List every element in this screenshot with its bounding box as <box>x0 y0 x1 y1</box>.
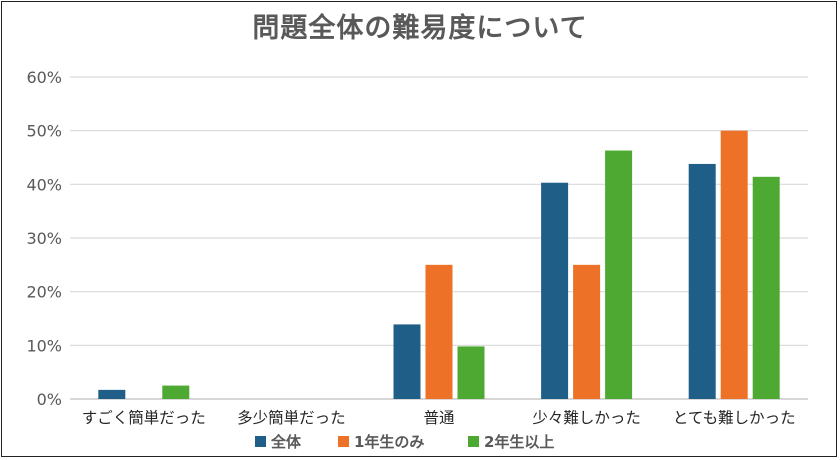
y-tick-label: 0% <box>37 390 62 409</box>
y-tick-label: 40% <box>26 175 62 194</box>
legend-label: 1年生のみ <box>354 433 424 451</box>
x-tick-label: とても難しかった <box>673 409 796 427</box>
legend: 全体 1年生のみ 2年生以上 <box>255 433 554 451</box>
bar-全体 <box>393 324 421 399</box>
bar-2年生以上 <box>162 385 190 399</box>
bar-2年生以上 <box>752 176 780 399</box>
x-axis-ticks: すごく簡単だった 多少簡単だった 普通 少々難しかった とても難しかった <box>82 409 796 427</box>
bar-1年生のみ <box>573 264 601 399</box>
legend-label: 2年生以上 <box>484 433 554 451</box>
bar-2年生以上 <box>457 346 485 399</box>
y-tick-label: 60% <box>26 68 62 87</box>
bar-全体 <box>541 182 569 399</box>
legend-swatch <box>338 436 349 447</box>
bar-1年生のみ <box>720 130 748 399</box>
bar-2年生以上 <box>605 150 633 399</box>
legend-swatch <box>468 436 479 447</box>
x-tick-label: すごく簡単だった <box>82 409 206 427</box>
bars <box>98 130 780 399</box>
legend-swatch <box>255 436 266 447</box>
bar-全体 <box>98 389 126 399</box>
y-tick-label: 50% <box>26 122 62 141</box>
legend-label: 全体 <box>270 433 302 451</box>
y-tick-label: 10% <box>26 336 62 355</box>
x-tick-label: 少々難しかった <box>532 409 641 427</box>
y-tick-label: 20% <box>26 283 62 302</box>
x-tick-label: 普通 <box>423 409 455 427</box>
x-tick-label: 多少簡単だった <box>237 409 346 427</box>
y-tick-label: 30% <box>26 229 62 248</box>
bar-全体 <box>688 163 716 399</box>
y-axis-ticks: 0% 10% 20% 30% 40% 50% 60% <box>26 68 62 409</box>
bar-1年生のみ <box>425 264 453 399</box>
chart-title: 問題全体の難易度について <box>252 13 588 44</box>
